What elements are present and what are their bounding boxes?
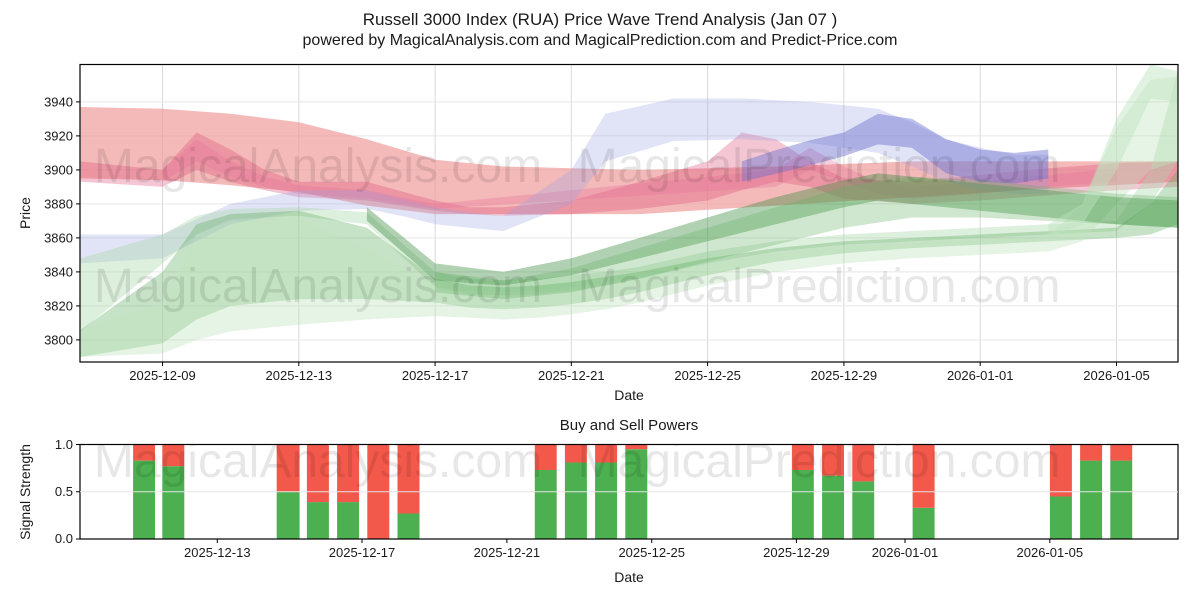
svg-text:2025-12-13: 2025-12-13 [266, 368, 333, 383]
svg-text:2025-12-25: 2025-12-25 [674, 368, 741, 383]
svg-text:2026-01-01: 2026-01-01 [947, 368, 1014, 383]
svg-text:0.5: 0.5 [55, 484, 73, 499]
svg-text:MagicalPrediction.com: MagicalPrediction.com [578, 260, 1061, 313]
svg-text:0.0: 0.0 [55, 531, 73, 546]
svg-text:MagicalAnalysis.com: MagicalAnalysis.com [94, 260, 542, 313]
svg-text:1.0: 1.0 [55, 437, 73, 452]
svg-text:MagicalPrediction.com: MagicalPrediction.com [578, 435, 1061, 488]
svg-text:3840: 3840 [44, 265, 73, 280]
svg-text:2026-01-05: 2026-01-05 [1017, 545, 1084, 560]
svg-text:2025-12-13: 2025-12-13 [184, 545, 251, 560]
svg-text:Price: Price [17, 197, 33, 229]
svg-text:2026-01-01: 2026-01-01 [872, 545, 939, 560]
svg-text:2025-12-21: 2025-12-21 [538, 368, 605, 383]
svg-text:MagicalAnalysis.com: MagicalAnalysis.com [94, 140, 542, 193]
svg-text:MagicalAnalysis.com: MagicalAnalysis.com [94, 435, 542, 488]
svg-text:2025-12-17: 2025-12-17 [329, 545, 396, 560]
svg-text:Date: Date [614, 387, 644, 403]
svg-text:3820: 3820 [44, 299, 73, 314]
svg-text:Date: Date [614, 569, 644, 585]
svg-text:3940: 3940 [44, 95, 73, 110]
svg-text:2025-12-29: 2025-12-29 [811, 368, 878, 383]
svg-text:3860: 3860 [44, 231, 73, 246]
svg-text:2025-12-29: 2025-12-29 [763, 545, 830, 560]
svg-text:2026-01-05: 2026-01-05 [1083, 368, 1150, 383]
svg-text:Signal Strength: Signal Strength [17, 444, 33, 540]
svg-text:3900: 3900 [44, 163, 73, 178]
svg-text:3920: 3920 [44, 129, 73, 144]
svg-text:2025-12-17: 2025-12-17 [402, 368, 469, 383]
svg-text:2025-12-09: 2025-12-09 [129, 368, 196, 383]
svg-text:MagicalPrediction.com: MagicalPrediction.com [578, 140, 1061, 193]
svg-text:Buy and Sell Powers: Buy and Sell Powers [560, 417, 698, 434]
svg-text:2025-12-25: 2025-12-25 [618, 545, 685, 560]
svg-text:2025-12-21: 2025-12-21 [474, 545, 541, 560]
svg-text:3880: 3880 [44, 197, 73, 212]
svg-text:3800: 3800 [44, 333, 73, 348]
